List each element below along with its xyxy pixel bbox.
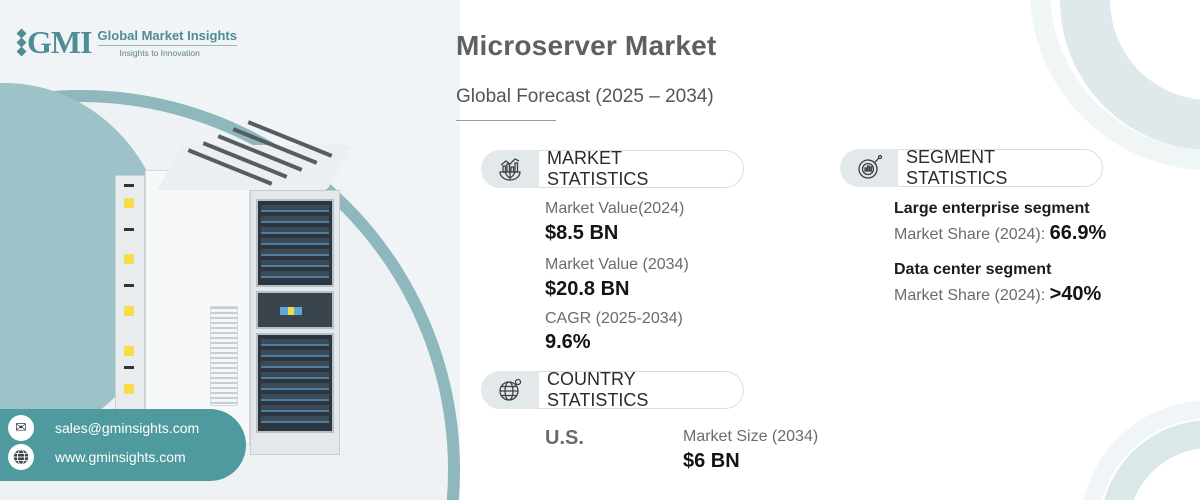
country-statistics-header: COUNTRY STATISTICS [481, 369, 744, 410]
server-body [145, 170, 250, 445]
decorative-arc [1060, 0, 1200, 150]
country-market-size-label: Market Size (2034) [683, 428, 819, 445]
server-control-unit [256, 291, 334, 329]
pie-chart-icon [840, 149, 898, 187]
market-value-2024: $8.5 BN [545, 222, 619, 244]
brand-name: Global Market Insights [97, 28, 237, 46]
segment-large-enterprise: Large enterprise segment [894, 200, 1090, 217]
country-name: U.S. [545, 427, 584, 449]
market-share-value: >40% [1049, 283, 1102, 305]
globe-icon [8, 444, 34, 470]
contact-website[interactable]: www.gminsights.com [8, 444, 186, 470]
country-market-size-value: $6 BN [683, 450, 740, 472]
logo-mark-text: GMI [27, 24, 93, 60]
market-statistics-header: MARKET STATISTICS [481, 148, 744, 189]
market-statistics-title: MARKET STATISTICS [539, 148, 744, 189]
segment-large-enterprise-share: Market Share (2024): 66.9% [894, 222, 1106, 245]
segment-data-center: Data center segment [894, 261, 1052, 278]
market-value-2034-label: Market Value (2034) [545, 256, 689, 273]
globe-pin-icon [481, 371, 539, 409]
segment-statistics-title: SEGMENT STATISTICS [898, 147, 1103, 188]
email-link[interactable]: sales@gminsights.com [55, 420, 200, 436]
market-value-2034: $20.8 BN [545, 278, 630, 300]
website-link[interactable]: www.gminsights.com [55, 449, 186, 465]
logo-mark: GMI [16, 24, 93, 61]
page-title: Microserver Market [456, 30, 717, 61]
server-side-panel [115, 175, 145, 440]
logo-diamond-icon [16, 28, 27, 57]
market-value-2024-label: Market Value(2024) [545, 200, 685, 217]
market-share-value: 66.9% [1049, 222, 1107, 244]
server-front [250, 190, 340, 455]
subtitle-divider [456, 120, 556, 121]
country-statistics-title: COUNTRY STATISTICS [539, 369, 744, 410]
server-rack-top [256, 199, 334, 287]
segment-data-center-share: Market Share (2024): >40% [894, 283, 1101, 306]
cagr-value: 9.6% [545, 331, 591, 353]
server-rack-bottom [256, 333, 334, 433]
contact-bar: ✉ sales@gminsights.com www.gminsights.co… [0, 409, 246, 481]
cagr-label: CAGR (2025-2034) [545, 310, 683, 327]
brand-logo: GMI Global Market Insights Insights to I… [16, 24, 237, 61]
contact-email[interactable]: ✉ sales@gminsights.com [8, 415, 199, 441]
brand-tagline: Insights to Innovation [119, 47, 200, 58]
page-subtitle: Global Forecast (2025 – 2034) [456, 86, 714, 107]
market-share-label: Market Share (2024): [894, 226, 1050, 243]
envelope-icon: ✉ [8, 415, 34, 441]
server-illustration [110, 120, 353, 460]
segment-statistics-header: SEGMENT STATISTICS [840, 147, 1103, 188]
chart-globe-icon [481, 150, 539, 188]
market-share-label: Market Share (2024): [894, 287, 1050, 304]
